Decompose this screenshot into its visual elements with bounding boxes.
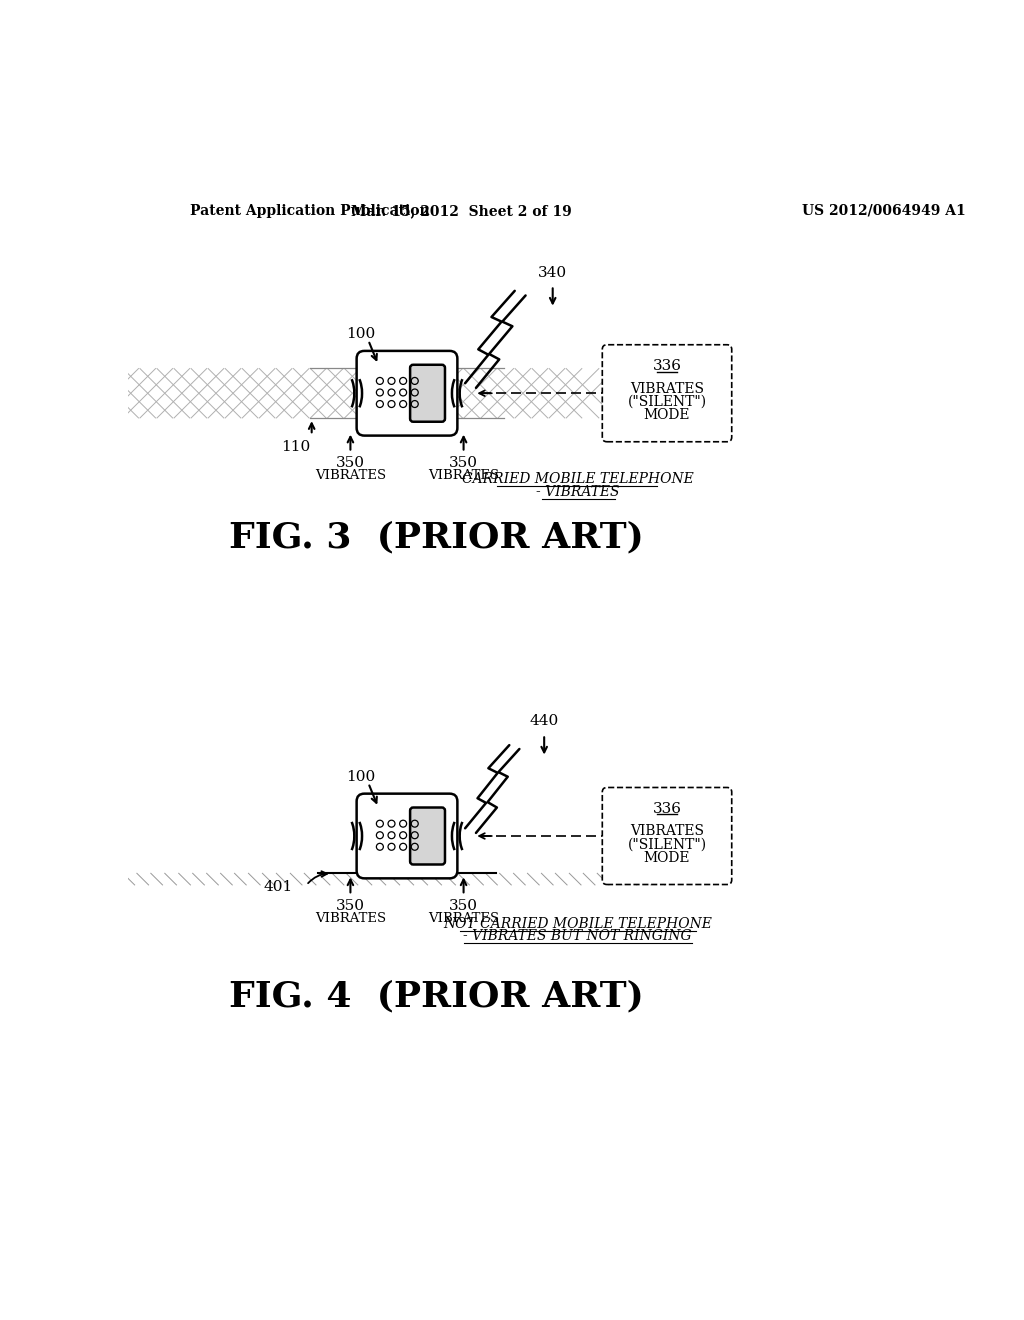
Text: - VIBRATES: - VIBRATES [536, 484, 620, 499]
FancyBboxPatch shape [356, 793, 458, 878]
Text: MODE: MODE [644, 850, 690, 865]
FancyBboxPatch shape [410, 808, 445, 865]
Text: VIBRATES: VIBRATES [428, 912, 499, 925]
Text: VIBRATES: VIBRATES [630, 825, 705, 838]
Text: VIBRATES: VIBRATES [314, 470, 386, 483]
Text: 440: 440 [529, 714, 559, 729]
Text: FIG. 4  (PRIOR ART): FIG. 4 (PRIOR ART) [228, 979, 644, 1014]
FancyBboxPatch shape [602, 788, 732, 884]
Text: 401: 401 [264, 880, 293, 894]
Text: 350: 350 [336, 899, 365, 913]
Text: 340: 340 [539, 267, 567, 280]
Text: 100: 100 [346, 327, 375, 341]
Text: 110: 110 [282, 440, 311, 454]
Text: 350: 350 [450, 899, 478, 913]
Text: NOT CARRIED MOBILE TELEPHONE: NOT CARRIED MOBILE TELEPHONE [443, 916, 712, 931]
FancyBboxPatch shape [410, 364, 445, 422]
Text: CARRIED MOBILE TELEPHONE: CARRIED MOBILE TELEPHONE [462, 473, 693, 487]
Text: 336: 336 [652, 803, 682, 816]
Text: US 2012/0064949 A1: US 2012/0064949 A1 [802, 203, 966, 218]
Text: 336: 336 [652, 359, 682, 374]
Text: VIBRATES: VIBRATES [428, 470, 499, 483]
Text: Mar. 15, 2012  Sheet 2 of 19: Mar. 15, 2012 Sheet 2 of 19 [351, 203, 571, 218]
Text: Patent Application Publication: Patent Application Publication [190, 203, 430, 218]
Text: VIBRATES: VIBRATES [314, 912, 386, 925]
Text: 350: 350 [336, 457, 365, 470]
FancyBboxPatch shape [602, 345, 732, 442]
Text: ("SILENT"): ("SILENT") [628, 837, 707, 851]
Text: - VIBRATES BUT NOT RINGING: - VIBRATES BUT NOT RINGING [463, 929, 692, 942]
Text: FIG. 3  (PRIOR ART): FIG. 3 (PRIOR ART) [228, 520, 644, 554]
Text: ("SILENT"): ("SILENT") [628, 395, 707, 409]
Text: VIBRATES: VIBRATES [630, 381, 705, 396]
Text: MODE: MODE [644, 408, 690, 422]
Text: 350: 350 [450, 457, 478, 470]
FancyBboxPatch shape [356, 351, 458, 436]
Text: 100: 100 [346, 770, 375, 784]
